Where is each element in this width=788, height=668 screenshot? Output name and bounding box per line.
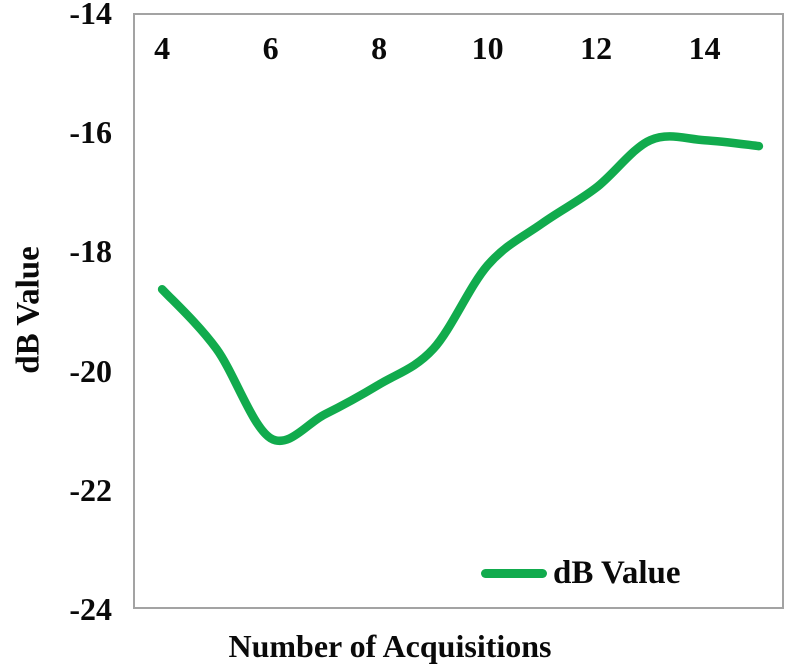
- legend-line-swatch: [481, 568, 547, 578]
- legend: dB Value: [481, 554, 681, 592]
- y-tick-label: -24: [69, 591, 112, 627]
- x-tick-label: 6: [262, 30, 279, 66]
- legend-series-label: dB Value: [553, 554, 681, 591]
- x-axis-title: Number of Acquisitions: [228, 628, 552, 664]
- plot-area: 4 6 8 10 12 14 dB Value: [133, 13, 784, 609]
- y-tick-label: -18: [69, 233, 112, 270]
- x-tick-label: 10: [471, 30, 504, 66]
- x-tick-label: 14: [688, 30, 721, 66]
- y-tick-label: -20: [69, 352, 112, 389]
- y-tick-label: -14: [69, 0, 112, 31]
- x-tick-label: 12: [580, 30, 613, 66]
- y-tick-label: -22: [69, 471, 112, 508]
- x-tick-label: 8: [371, 30, 388, 66]
- series-line-svg: [157, 132, 764, 445]
- x-tick-label: 4: [154, 30, 171, 66]
- series-line: [157, 132, 764, 445]
- y-tick-label: -16: [69, 114, 112, 151]
